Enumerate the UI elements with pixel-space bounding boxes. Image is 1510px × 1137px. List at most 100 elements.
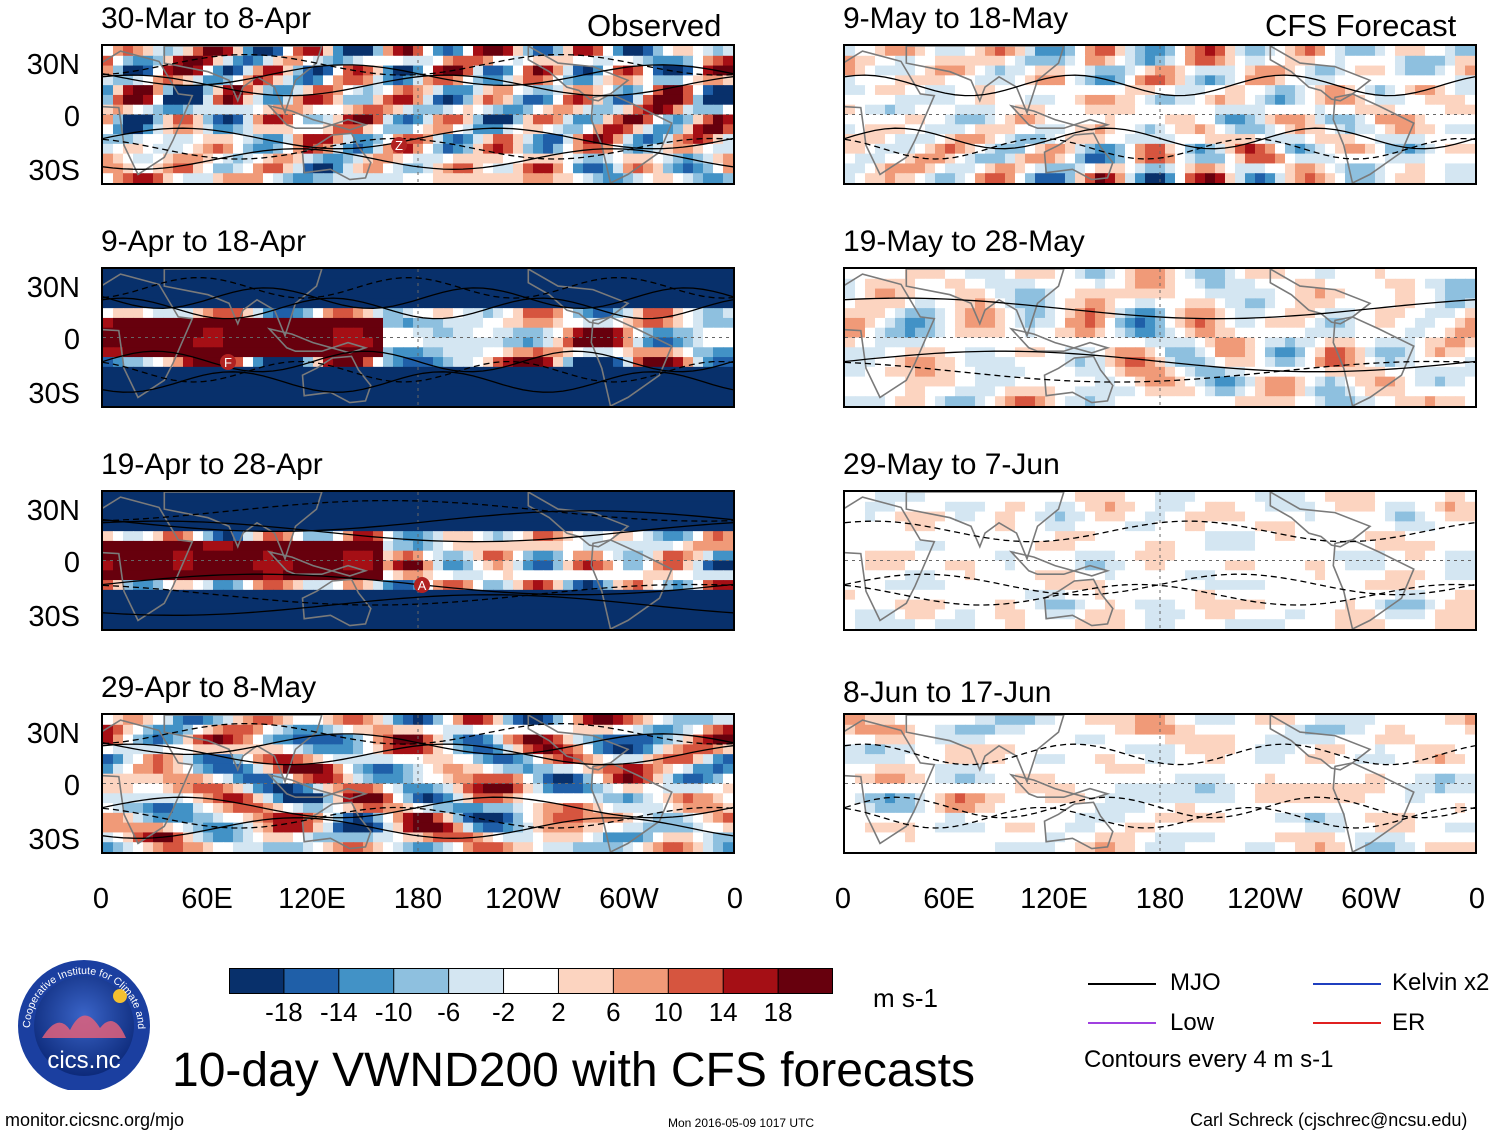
obs-panel-2	[101, 267, 735, 408]
fcst-panel-2	[843, 267, 1477, 408]
xtick-60w-left: 60W	[599, 883, 659, 915]
xtick-180-left: 180	[393, 883, 443, 915]
obs-map-2	[103, 269, 733, 406]
mjo-contours	[103, 722, 733, 839]
legend-kelvin-line	[1313, 983, 1381, 985]
coastlines	[845, 715, 1415, 852]
xtick-120e-right: 120E	[1020, 883, 1088, 915]
xtick-120w-left: 120W	[485, 883, 561, 915]
colorbar-bin-1	[283, 968, 340, 994]
colorbar-label-5: 2	[551, 997, 566, 1027]
xtick-0-right: 0	[834, 883, 852, 915]
colorbar-bin-0	[229, 968, 285, 994]
fcst-panel-title-3: 29-May to 7-Jun	[843, 448, 1060, 481]
ytick-30n-row1: 30N	[26, 49, 80, 81]
obs-map-4	[103, 715, 733, 852]
obs-panel-title-1: 30-Mar to 8-Apr	[101, 2, 312, 35]
colorbar-label-0: -18	[265, 997, 303, 1027]
ytick-0-row4: 0	[63, 770, 80, 802]
mjo-contours	[845, 297, 1475, 383]
colorbar-bin-6	[558, 968, 614, 994]
mjo-contours	[845, 743, 1475, 829]
colorbar-units: m s-1	[873, 983, 938, 1013]
logo-text: cics.nc	[47, 1047, 120, 1074]
colorbar-bin-9	[723, 968, 779, 994]
xtick-0-left: 0	[92, 883, 110, 915]
ytick-30n-row4: 30N	[26, 718, 80, 750]
coastlines	[845, 492, 1415, 629]
colorbar-label-6: 6	[606, 997, 621, 1027]
fcst-map-4	[845, 715, 1475, 852]
legend-er-label: ER	[1392, 1009, 1426, 1036]
legend-kelvin-label: Kelvin x2	[1392, 969, 1490, 996]
xtick-120e-left: 120E	[278, 883, 346, 915]
shading	[845, 269, 1475, 406]
mjo-contours	[845, 74, 1475, 160]
obs-panel-title-2: 9-Apr to 18-Apr	[101, 225, 307, 258]
fcst-panel-title-2: 19-May to 28-May	[843, 225, 1085, 258]
obs-marker-3: A	[412, 575, 432, 600]
colorbar-bin-5	[503, 968, 559, 994]
colorbar-label-3: -6	[437, 997, 461, 1027]
obs-marker-3-label: A	[418, 578, 427, 593]
coastlines	[103, 715, 673, 852]
colorbar-label-2: -10	[374, 997, 413, 1027]
colorbar-label-8: 14	[708, 997, 738, 1027]
colorbar-bin-10	[778, 968, 834, 994]
legend-low-line	[1088, 1022, 1156, 1024]
coastlines	[845, 269, 1415, 406]
ytick-0-row1: 0	[63, 101, 80, 133]
ytick-30s-row4: 30S	[28, 824, 80, 856]
colorbar-label-4: -2	[491, 997, 516, 1027]
footer-url[interactable]: monitor.cicsnc.org/mjo	[5, 1110, 185, 1130]
fcst-map-2	[845, 269, 1475, 406]
colorbar-label-9: 18	[763, 997, 793, 1027]
colorbar-label-1: -14	[320, 997, 358, 1027]
colorbar	[229, 968, 834, 999]
ytick-30s-row1: 30S	[28, 155, 80, 187]
obs-panel-3	[101, 490, 735, 631]
fcst-panel-3	[843, 490, 1477, 631]
footer-credit: Carl Schreck (cjschrec@ncsu.edu)	[1190, 1110, 1468, 1130]
fcst-panel-1	[843, 44, 1477, 185]
coastlines	[103, 492, 673, 629]
obs-marker-2-label: F	[224, 355, 232, 370]
xtick-180-right: 180	[1135, 883, 1185, 915]
obs-marker-1: Z	[389, 135, 409, 160]
main-title: 10-day VWND200 with CFS forecasts	[172, 1044, 975, 1097]
forecast-header: CFS Forecast	[1265, 8, 1457, 43]
shading	[845, 492, 1475, 629]
fcst-panel-4	[843, 713, 1477, 854]
legend-low-label: Low	[1170, 1009, 1215, 1036]
coastlines	[103, 46, 673, 183]
colorbar-bin-8	[668, 968, 724, 994]
obs-panel-title-4: 29-Apr to 8-May	[101, 671, 317, 704]
ytick-0-row2: 0	[63, 324, 80, 356]
footer-timestamp: Mon 2016-05-09 1017 UTC	[668, 1116, 815, 1130]
ytick-0-row3: 0	[63, 547, 80, 579]
fcst-map-3	[845, 492, 1475, 629]
obs-panel-4	[101, 713, 735, 854]
contour-note: Contours every 4 m s-1	[1084, 1046, 1334, 1073]
shading	[845, 715, 1475, 852]
xtick-0-end-right: 0	[1468, 883, 1486, 915]
colorbar-label-7: 10	[653, 997, 683, 1027]
ytick-30s-row2: 30S	[28, 378, 80, 410]
obs-map-1	[103, 46, 733, 183]
ytick-30n-row3: 30N	[26, 495, 80, 527]
shading	[103, 492, 733, 629]
fcst-panel-title-4: 8-Jun to 17-Jun	[843, 676, 1052, 709]
colorbar-bin-7	[613, 968, 669, 994]
obs-marker-1-label: Z	[395, 138, 403, 153]
xtick-120w-right: 120W	[1227, 883, 1303, 915]
obs-panel-title-3: 19-Apr to 28-Apr	[101, 448, 323, 481]
fcst-map-1	[845, 46, 1475, 183]
xtick-60e-left: 60E	[181, 883, 233, 915]
mjo-contours	[103, 53, 733, 170]
cics-logo: Cooperative Institute for Climate and Sa…	[4, 941, 160, 1095]
legend-er-line	[1313, 1022, 1381, 1024]
mjo-contours	[103, 277, 733, 393]
ytick-30s-row3: 30S	[28, 601, 80, 633]
colorbar-bin-2	[338, 968, 395, 994]
ytick-30n-row2: 30N	[26, 272, 80, 304]
